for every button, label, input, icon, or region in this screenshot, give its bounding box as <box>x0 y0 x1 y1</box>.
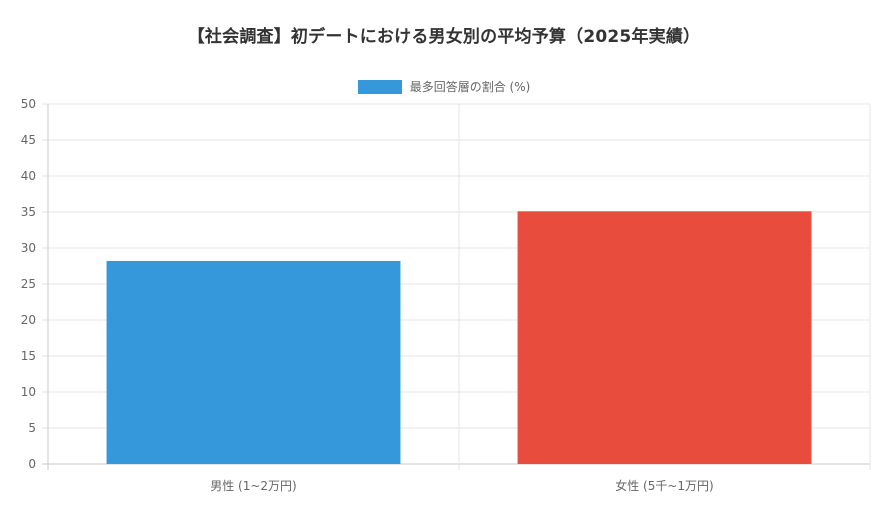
y-tick-label: 45 <box>21 133 36 147</box>
y-tick-label: 0 <box>28 457 36 471</box>
chart-title: 【社会調査】初デートにおける男女別の平均予算（2025年実績） <box>187 27 701 47</box>
y-axis-ticks: 0 5 10 15 20 25 30 35 40 45 50 <box>21 97 36 471</box>
x-tick-label: 男性 (1~2万円) <box>210 479 297 493</box>
y-tick-label: 25 <box>21 277 36 291</box>
y-tick-label: 20 <box>21 313 36 327</box>
legend-swatch <box>357 79 402 94</box>
y-tick-label: 15 <box>21 349 36 363</box>
y-tick-label: 40 <box>21 169 36 183</box>
bar-1[interactable] <box>517 211 812 464</box>
legend[interactable]: 最多回答層の割合 (%) <box>0 78 888 95</box>
y-tick-label: 5 <box>28 421 36 435</box>
bars <box>106 211 812 464</box>
x-tick-label: 女性 (5千~1万円) <box>615 478 714 493</box>
legend-label: 最多回答層の割合 (%) <box>409 80 531 94</box>
y-tick-label: 35 <box>21 205 36 219</box>
y-tick-label: 10 <box>21 385 36 399</box>
bar-0[interactable] <box>106 260 401 464</box>
y-tick-label: 30 <box>21 241 36 255</box>
y-tick-label: 50 <box>21 97 36 111</box>
x-axis-ticks: 男性 (1~2万円) 女性 (5千~1万円) <box>210 478 714 493</box>
